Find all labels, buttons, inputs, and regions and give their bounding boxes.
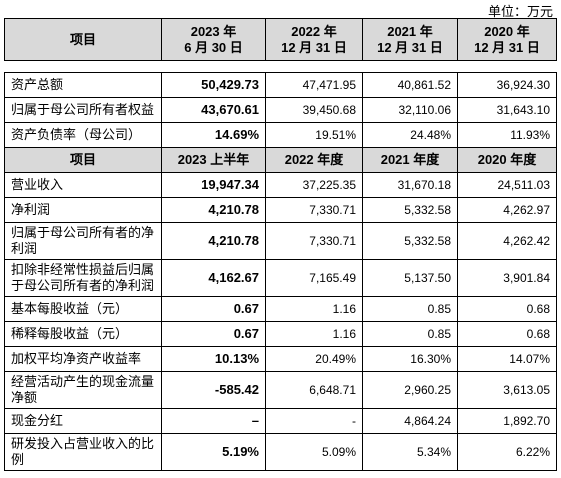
value-cell: -585.42 [161, 371, 266, 409]
value-cell: 0.85 [362, 321, 458, 347]
value-cell: 5.34% [362, 433, 458, 471]
header-row: 项目 2023 上半年 2022 年度 2021 年度 2020 年度 [4, 147, 557, 173]
value-cell: 36,924.30 [457, 72, 557, 98]
data-row: 现金分红 – -4,864.24 1,892.70 [4, 408, 557, 434]
header-cell: 2020 年度 [457, 147, 557, 173]
spacer-cell [362, 60, 458, 73]
header-cell: 2023 年 6 月 30 日 [161, 18, 266, 61]
value-cell: 0.68 [457, 321, 557, 347]
value-cell: 4,864.24 [362, 408, 458, 434]
data-table: 项目 2023 年 6 月 30 日 2022 年 12 月 31 日 2021 年 … [4, 18, 557, 471]
row-label: 营业收入 [4, 172, 162, 198]
value-cell: 39,450.68 [265, 97, 363, 123]
data-row: 资产负债率（母公司） 14.69% 19.51% 24.48% 11.93% [4, 122, 557, 148]
value-cell: 31,643.10 [457, 97, 557, 123]
data-row: 扣除非经常性损益后归属 于母公司所有者的净利润 4,162.67 7,165.49 5… [4, 259, 557, 297]
value-cell: 5,137.50 [362, 259, 458, 297]
row-label: 加权平均净资产收益率 [4, 346, 162, 372]
data-row: 归属于母公司所有者的净 利润 4,210.78 7,330.71 5,332.58 4,… [4, 222, 557, 260]
data-row: 研发投入占营业收入的比 例 5.19% 5.09% 5.34% 6.22% [4, 433, 557, 471]
value-cell: 5,332.58 [362, 197, 458, 223]
header-cell: 项目 [4, 18, 162, 61]
value-cell: 4,210.78 [161, 222, 266, 260]
header-row: 项目 2023 年 6 月 30 日 2022 年 12 月 31 日 2021 年 … [4, 18, 557, 61]
value-cell: 11.93% [457, 122, 557, 148]
value-cell: 24.48% [362, 122, 458, 148]
row-label: 现金分红 [4, 408, 162, 434]
row-label: 归属于母公司所有者权益 [4, 97, 162, 123]
value-cell: 14.69% [161, 122, 266, 148]
value-cell: 24,511.03 [457, 172, 557, 198]
value-cell: 4,210.78 [161, 197, 266, 223]
value-cell: 40,861.52 [362, 72, 458, 98]
value-cell: 1.16 [265, 321, 363, 347]
value-cell: 5.09% [265, 433, 363, 471]
value-cell: 0.67 [161, 296, 266, 322]
value-cell: 19,947.34 [161, 172, 266, 198]
value-cell: 6.22% [457, 433, 557, 471]
value-cell: 5,332.58 [362, 222, 458, 260]
value-cell: 20.49% [265, 346, 363, 372]
data-row: 加权平均净资产收益率 10.13% 20.49% 16.30% 14.07% [4, 346, 557, 372]
data-row: 稀释每股收益（元） 0.67 1.16 0.85 0.68 [4, 321, 557, 347]
value-cell: 1,892.70 [457, 408, 557, 434]
data-row: 营业收入 19,947.34 37,225.35 31,670.18 24,511.03 [4, 172, 557, 198]
value-cell: 7,330.71 [265, 222, 363, 260]
value-cell: 4,162.67 [161, 259, 266, 297]
data-row: 基本每股收益（元） 0.67 1.16 0.85 0.68 [4, 296, 557, 322]
value-cell: 7,165.49 [265, 259, 363, 297]
row-label: 净利润 [4, 197, 162, 223]
spacer-row [4, 60, 557, 73]
value-cell: 4,262.42 [457, 222, 557, 260]
header-cell: 2021 年度 [362, 147, 458, 173]
value-cell: 31,670.18 [362, 172, 458, 198]
value-cell: 19.51% [265, 122, 363, 148]
value-cell: 32,110.06 [362, 97, 458, 123]
row-label: 经营活动产生的现金流量 净额 [4, 371, 162, 409]
value-cell: 0.85 [362, 296, 458, 322]
row-label: 资产负债率（母公司） [4, 122, 162, 148]
header-cell: 2022 年 12 月 31 日 [265, 18, 363, 61]
value-cell: 37,225.35 [265, 172, 363, 198]
row-label: 归属于母公司所有者的净 利润 [4, 222, 162, 260]
row-label: 基本每股收益（元） [4, 296, 162, 322]
header-cell: 2020 年 12 月 31 日 [457, 18, 557, 61]
data-row: 净利润 4,210.78 7,330.71 5,332.58 4,262.97 [4, 197, 557, 223]
value-cell: 3,901.84 [457, 259, 557, 297]
header-cell: 项目 [4, 147, 162, 173]
value-cell: – [161, 408, 266, 434]
value-cell: 5.19% [161, 433, 266, 471]
row-label: 稀释每股收益（元） [4, 321, 162, 347]
spacer-cell [4, 60, 162, 73]
value-cell: 0.68 [457, 296, 557, 322]
value-cell: 47,471.95 [265, 72, 363, 98]
value-cell: 43,670.61 [161, 97, 266, 123]
value-cell: 50,429.73 [161, 72, 266, 98]
value-cell: 16.30% [362, 346, 458, 372]
data-row: 归属于母公司所有者权益 43,670.61 39,450.68 32,110.06 31… [4, 97, 557, 123]
value-cell: 10.13% [161, 346, 266, 372]
value-cell: 2,960.25 [362, 371, 458, 409]
value-cell: 3,613.05 [457, 371, 557, 409]
value-cell: 0.67 [161, 321, 266, 347]
value-cell: 7,330.71 [265, 197, 363, 223]
header-cell: 2022 年度 [265, 147, 363, 173]
value-cell: 1.16 [265, 296, 363, 322]
row-label: 资产总额 [4, 72, 162, 98]
unit-label: 单位：万元 [487, 4, 553, 19]
value-cell: 6,648.71 [265, 371, 363, 409]
header-cell: 2021 年 12 月 31 日 [362, 18, 458, 61]
row-label: 扣除非经常性损益后归属 于母公司所有者的净利润 [4, 259, 162, 297]
value-cell: 14.07% [457, 346, 557, 372]
spacer-cell [265, 60, 363, 73]
header-cell: 2023 上半年 [161, 147, 266, 173]
data-row: 经营活动产生的现金流量 净额 -585.42 6,648.71 2,960.25 3,6… [4, 371, 557, 409]
row-label: 研发投入占营业收入的比 例 [4, 433, 162, 471]
spacer-cell [161, 60, 266, 73]
data-row: 资产总额 50,429.73 47,471.95 40,861.52 36,924.30 [4, 72, 557, 98]
spacer-cell [457, 60, 557, 73]
value-cell: 4,262.97 [457, 197, 557, 223]
value-cell: - [265, 408, 363, 434]
